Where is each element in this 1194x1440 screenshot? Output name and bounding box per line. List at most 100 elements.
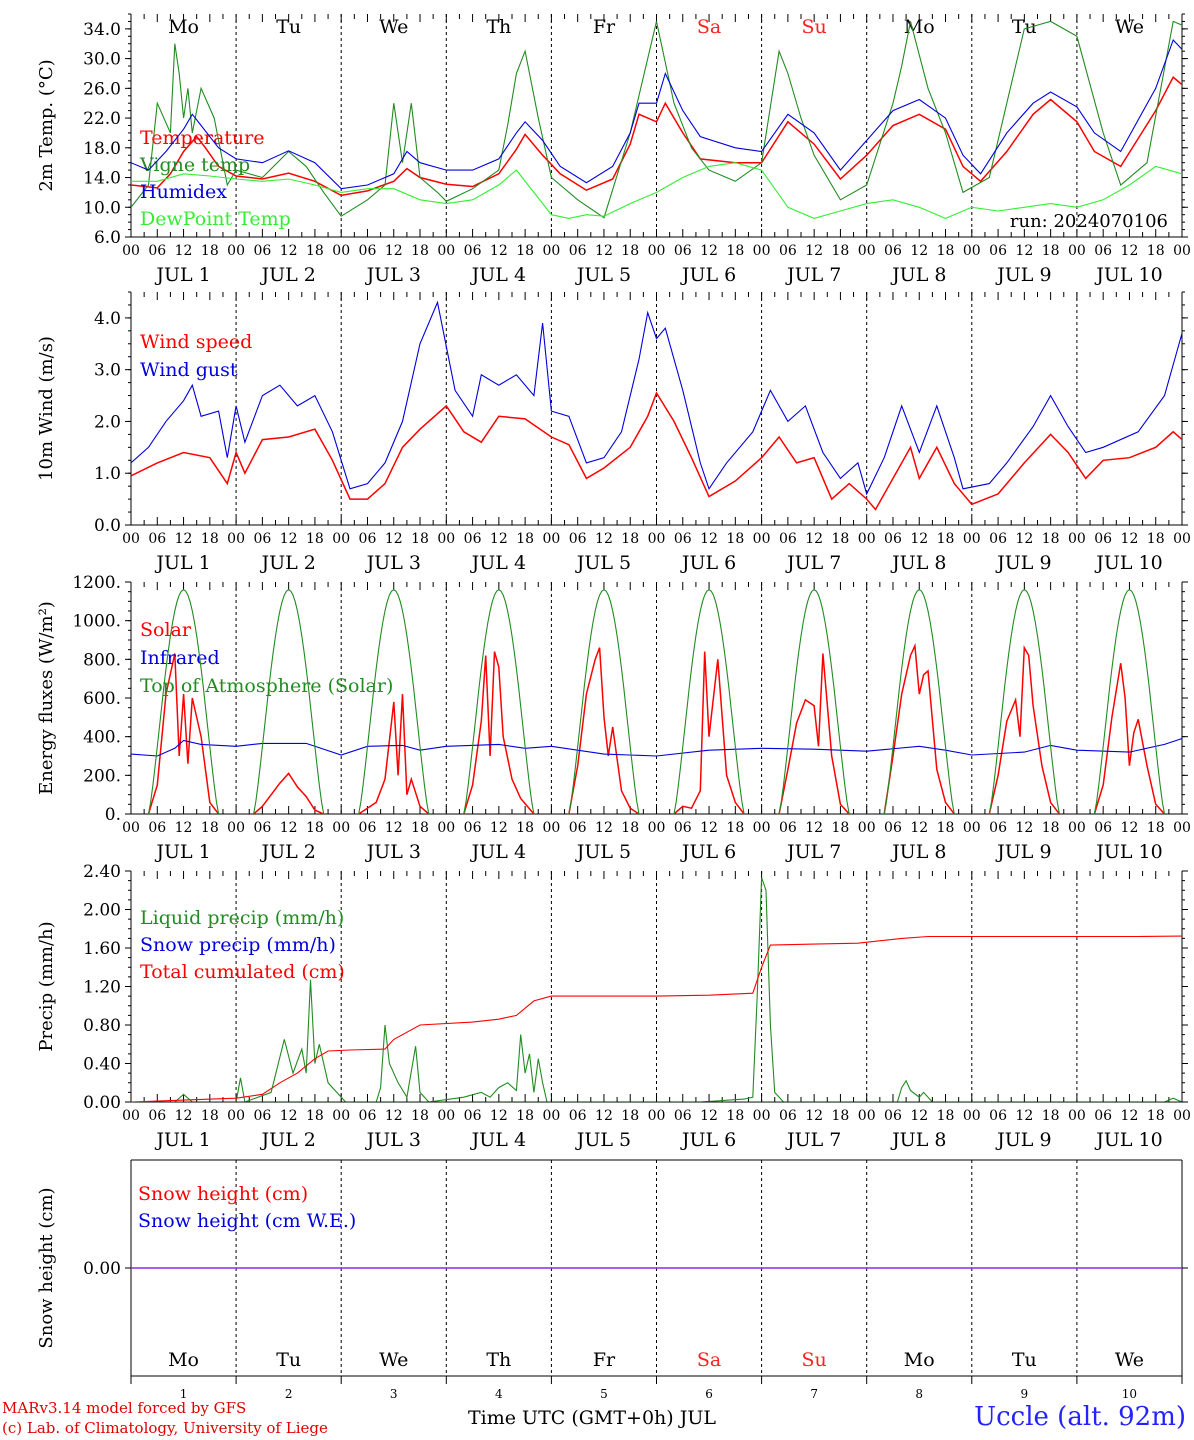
hour-tick-label: 00 bbox=[227, 1108, 245, 1124]
hour-tick-label: 18 bbox=[937, 1108, 955, 1124]
y-tick-label: 1000. bbox=[72, 612, 121, 632]
y-tick-label: 34.0 bbox=[83, 20, 121, 40]
series-line-vigne-temp bbox=[131, 20, 1182, 219]
hour-tick-label: 18 bbox=[201, 531, 219, 547]
date-label: JUL 9 bbox=[995, 841, 1051, 863]
hour-tick-label: 06 bbox=[884, 1108, 902, 1124]
hour-tick-label: 12 bbox=[805, 820, 823, 836]
hour-tick-label: 00 bbox=[437, 531, 455, 547]
hour-tick-label: 12 bbox=[700, 820, 718, 836]
hour-tick-label: 00 bbox=[753, 820, 771, 836]
hour-tick-label: 06 bbox=[989, 243, 1007, 259]
hour-tick-label: 18 bbox=[937, 243, 955, 259]
hour-tick-label: 00 bbox=[227, 243, 245, 259]
day-number: 7 bbox=[810, 1387, 818, 1401]
hour-tick-label: 06 bbox=[359, 531, 377, 547]
day-name: We bbox=[379, 1349, 408, 1371]
legend-entry: Snow height (cm W.E.) bbox=[138, 1210, 356, 1232]
date-label: JUL 2 bbox=[259, 552, 315, 574]
hour-tick-label: 12 bbox=[700, 243, 718, 259]
hour-tick-label: 12 bbox=[805, 531, 823, 547]
date-label: JUL 2 bbox=[259, 841, 315, 863]
date-label: JUL 5 bbox=[575, 1129, 631, 1151]
hour-tick-label: 18 bbox=[306, 1108, 324, 1124]
hour-tick-label: 18 bbox=[1042, 820, 1060, 836]
series-line-infrared bbox=[131, 738, 1182, 757]
legend-entry: Liquid precip (mm/h) bbox=[140, 907, 344, 929]
hour-tick-label: 06 bbox=[253, 243, 271, 259]
series-line-humidex bbox=[131, 38, 1182, 190]
hour-tick-label: 06 bbox=[359, 243, 377, 259]
hour-tick-label: 18 bbox=[1042, 531, 1060, 547]
date-label: JUL 9 bbox=[995, 264, 1051, 286]
hour-tick-label: 12 bbox=[280, 531, 298, 547]
hour-tick-label: 18 bbox=[516, 1108, 534, 1124]
date-label: JUL 4 bbox=[470, 841, 526, 863]
date-label: JUL 4 bbox=[470, 552, 526, 574]
hour-tick-label: 18 bbox=[1147, 1108, 1165, 1124]
y-axis-title: Precip (mm/h) bbox=[36, 921, 57, 1051]
date-label: JUL 8 bbox=[890, 1129, 946, 1151]
day-name: We bbox=[379, 16, 408, 38]
hour-tick-label: 06 bbox=[464, 1108, 482, 1124]
date-label: JUL 10 bbox=[1094, 1129, 1162, 1151]
hour-tick-label: 12 bbox=[1015, 820, 1033, 836]
series-line-total-cumulated-cm- bbox=[131, 935, 1182, 1102]
hour-tick-label: 18 bbox=[832, 531, 850, 547]
hour-tick-label: 12 bbox=[175, 1108, 193, 1124]
hour-tick-label: 18 bbox=[621, 1108, 639, 1124]
date-label: JUL 8 bbox=[890, 264, 946, 286]
panel-3: 0. 200. 400. 600. 800. 1000. 1200. Energy fluxe… bbox=[36, 573, 1191, 863]
panel-4: 0.00 0.40 0.80 1.20 1.60 2.00 2.40 Precip (mm/h… bbox=[36, 862, 1191, 1151]
date-label: JUL 5 bbox=[575, 264, 631, 286]
y-tick-label: 14.0 bbox=[83, 169, 121, 189]
hour-tick-label: 06 bbox=[464, 820, 482, 836]
hour-tick-label: 00 bbox=[1173, 820, 1191, 836]
hour-tick-label: 12 bbox=[490, 531, 508, 547]
hour-tick-label: 00 bbox=[858, 820, 876, 836]
date-label: JUL 8 bbox=[890, 552, 946, 574]
y-axis-title: Snow height (cm) bbox=[36, 1187, 57, 1348]
hour-tick-label: 12 bbox=[1121, 531, 1139, 547]
hour-tick-label: 12 bbox=[490, 1108, 508, 1124]
hour-tick-label: 12 bbox=[595, 531, 613, 547]
legend-entry: Wind gust bbox=[140, 359, 238, 381]
model-credit: MARv3.14 model forced by GFS bbox=[2, 1399, 247, 1417]
hour-tick-label: 06 bbox=[1094, 531, 1112, 547]
legend-entry: Vigne temp bbox=[139, 154, 250, 176]
legend-entry: Snow precip (mm/h) bbox=[140, 934, 336, 956]
hour-tick-label: 18 bbox=[516, 531, 534, 547]
panel-1: 6.0 10.0 14.0 18.0 22.0 26.0 30.0 34.0 2m Temp. … bbox=[36, 13, 1191, 286]
hour-tick-label: 00 bbox=[1173, 243, 1191, 259]
hour-tick-label: 18 bbox=[1147, 531, 1165, 547]
hour-tick-label: 06 bbox=[884, 820, 902, 836]
hour-tick-label: 00 bbox=[1068, 820, 1086, 836]
hour-tick-label: 00 bbox=[648, 531, 666, 547]
hour-tick-label: 06 bbox=[569, 531, 587, 547]
hour-tick-label: 18 bbox=[937, 531, 955, 547]
y-tick-label: 600. bbox=[83, 689, 121, 709]
hour-tick-label: 18 bbox=[621, 820, 639, 836]
day-name: Sa bbox=[697, 1349, 721, 1371]
y-tick-label: 0. bbox=[105, 805, 121, 825]
series-line-dewpoint-temp bbox=[131, 162, 1182, 219]
date-label: JUL 8 bbox=[890, 841, 946, 863]
hour-tick-label: 12 bbox=[385, 820, 403, 836]
hour-tick-label: 18 bbox=[1042, 243, 1060, 259]
hour-tick-label: 00 bbox=[1173, 1108, 1191, 1124]
hour-tick-label: 06 bbox=[884, 243, 902, 259]
legend-entry: Top of Atmosphere (Solar) bbox=[140, 675, 393, 697]
date-label: JUL 7 bbox=[785, 841, 841, 863]
date-label: JUL 9 bbox=[995, 1129, 1051, 1151]
legend-entry: Humidex bbox=[140, 181, 227, 203]
hour-tick-label: 12 bbox=[385, 531, 403, 547]
hour-tick-label: 00 bbox=[227, 820, 245, 836]
hour-tick-label: 18 bbox=[832, 243, 850, 259]
hour-tick-label: 00 bbox=[963, 243, 981, 259]
date-label: JUL 7 bbox=[785, 264, 841, 286]
hour-tick-label: 06 bbox=[674, 531, 692, 547]
y-tick-label: 6.0 bbox=[94, 228, 121, 248]
hour-tick-label: 06 bbox=[884, 531, 902, 547]
hour-tick-label: 12 bbox=[175, 243, 193, 259]
hour-tick-label: 18 bbox=[306, 820, 324, 836]
